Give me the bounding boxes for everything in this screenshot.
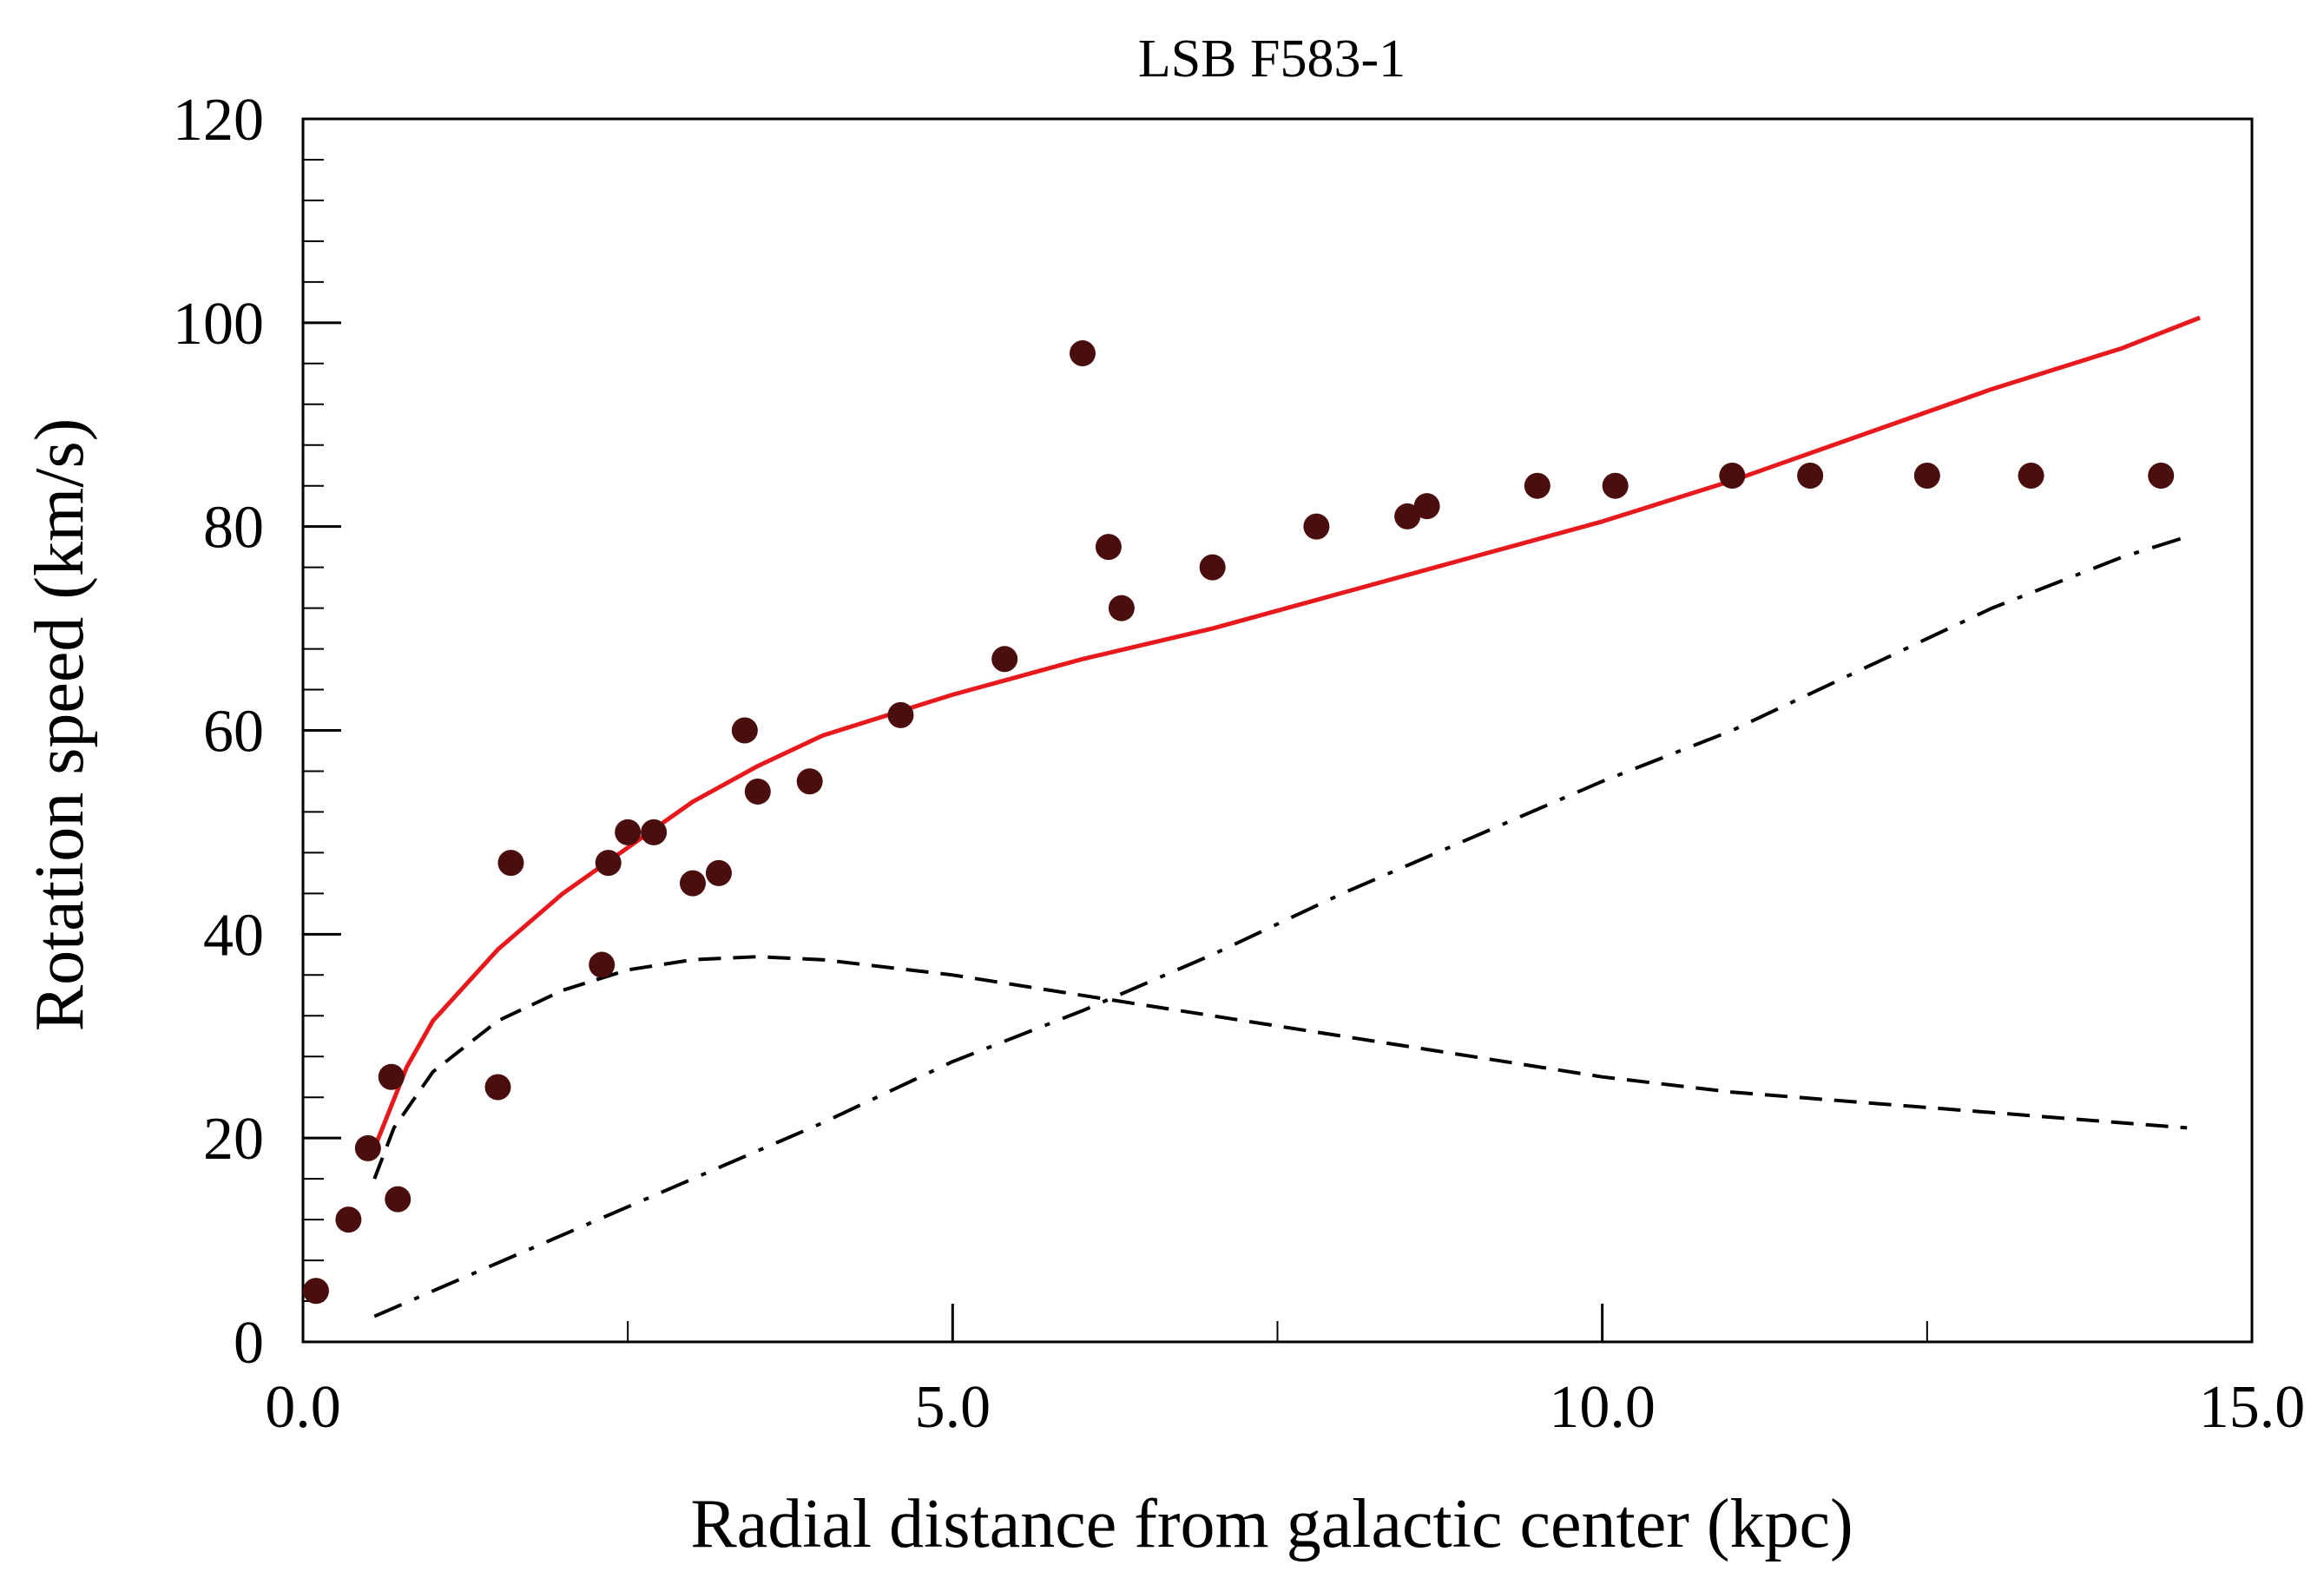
data-point xyxy=(615,819,642,845)
data-point xyxy=(1108,595,1135,621)
y-axis-label: Rotation speed (km/s) xyxy=(22,418,98,1032)
data-point xyxy=(991,646,1018,673)
axis-tick-labels: 0 20 40 60 80 100 120 0.0 5.0 10.0 15.0 xyxy=(173,87,2305,1441)
data-point xyxy=(1070,340,1096,367)
data-point xyxy=(744,778,771,805)
data-point xyxy=(1413,493,1440,520)
data-point xyxy=(589,951,616,978)
data-point xyxy=(796,768,823,795)
data-point xyxy=(1095,534,1122,561)
data-point xyxy=(1602,472,1629,499)
data-point xyxy=(2148,462,2175,489)
x-tick-label: 5.0 xyxy=(915,1374,991,1441)
data-point xyxy=(1719,462,1746,489)
data-point xyxy=(1199,554,1226,581)
x-tick-label: 15.0 xyxy=(2199,1374,2306,1441)
x-tick-label: 10.0 xyxy=(1549,1374,1656,1441)
model-curves xyxy=(372,315,2202,1318)
data-point xyxy=(887,701,914,728)
data-point xyxy=(680,870,706,897)
curve-total-model xyxy=(372,315,2202,1149)
axis-ticks xyxy=(301,117,2254,1344)
data-point xyxy=(497,850,524,877)
chart-title: LSB F583-1 xyxy=(1138,30,1406,89)
data-point xyxy=(1394,503,1421,529)
data-point xyxy=(354,1134,381,1161)
data-point xyxy=(1303,513,1330,540)
data-point xyxy=(731,717,758,744)
y-tick-label: 80 xyxy=(203,495,264,562)
data-point xyxy=(641,819,668,845)
data-point xyxy=(705,859,732,886)
curve-component-dashed xyxy=(372,955,2188,1180)
plot-frame xyxy=(301,117,2254,1344)
x-axis-label: Radial distance from galactic center (kp… xyxy=(690,1486,1853,1562)
y-tick-label: 100 xyxy=(173,291,264,358)
x-tick-label: 0.0 xyxy=(265,1374,341,1441)
y-tick-label: 40 xyxy=(203,902,264,969)
data-point xyxy=(378,1063,405,1090)
data-point xyxy=(335,1206,362,1233)
data-point xyxy=(1797,462,1824,489)
data-point xyxy=(1913,462,1940,489)
y-tick-label: 0 xyxy=(234,1310,264,1377)
data-point xyxy=(484,1074,511,1101)
data-point xyxy=(302,1278,329,1305)
data-point xyxy=(2018,462,2044,489)
data-point xyxy=(595,850,622,877)
curve-component-dashdot xyxy=(373,535,2188,1318)
observed-points xyxy=(302,340,2175,1305)
y-tick-label: 20 xyxy=(203,1106,264,1173)
data-point xyxy=(1524,472,1550,499)
data-point xyxy=(385,1186,411,1213)
y-tick-label: 60 xyxy=(203,699,264,766)
y-tick-label: 120 xyxy=(173,87,264,154)
